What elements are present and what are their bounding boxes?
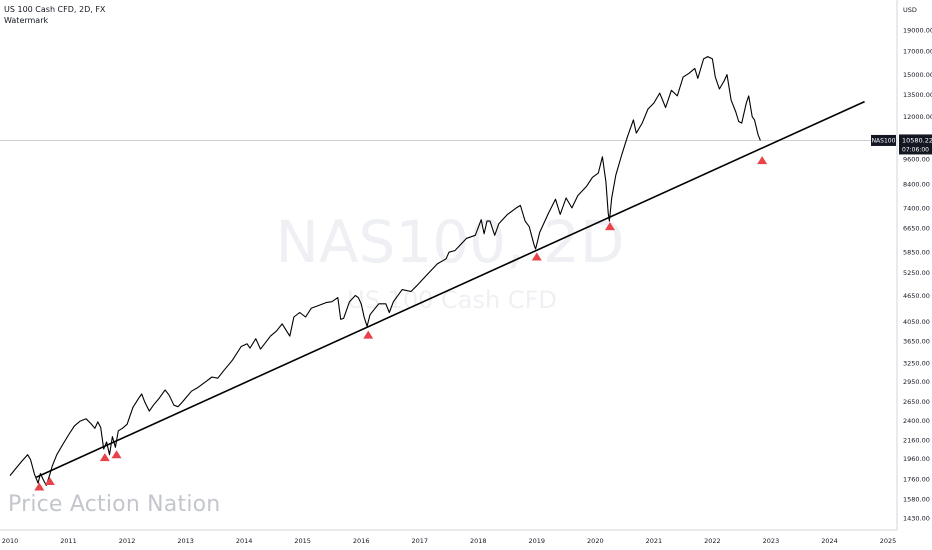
price-tick-label: 19000.00 bbox=[903, 27, 932, 35]
price-tick-label: 5250.00 bbox=[903, 269, 930, 277]
watermark-description: US 100 Cash CFD bbox=[347, 286, 557, 314]
support-touch-marker[interactable] bbox=[363, 330, 374, 339]
support-touch-marker[interactable] bbox=[99, 453, 110, 462]
price-tick-label: 6650.00 bbox=[903, 225, 930, 233]
price-tick-label: 4050.00 bbox=[903, 318, 930, 326]
time-tick-label: 2023 bbox=[763, 537, 780, 545]
bar-countdown: 07:06:00 bbox=[902, 146, 929, 153]
time-tick-label: 2014 bbox=[236, 537, 253, 545]
time-tick-label: 2018 bbox=[470, 537, 487, 545]
price-tick-label: 2160.00 bbox=[903, 437, 930, 445]
time-tick-label: 2013 bbox=[177, 537, 194, 545]
price-tick-label: 8400.00 bbox=[903, 180, 930, 188]
current-price-tag: 10580.22 bbox=[902, 136, 932, 144]
time-tick-label: 2021 bbox=[646, 537, 663, 545]
time-tick-label: 2010 bbox=[2, 537, 19, 545]
symbol-tag: NAS100 bbox=[872, 138, 896, 145]
support-touch-marker[interactable] bbox=[757, 156, 768, 165]
time-tick-label: 2020 bbox=[587, 537, 604, 545]
branding-text: Price Action Nation bbox=[8, 492, 221, 517]
price-tick-label: 13500.00 bbox=[903, 91, 932, 99]
price-tick-label: 15000.00 bbox=[903, 71, 932, 79]
support-touch-marker[interactable] bbox=[604, 222, 615, 231]
price-tag-bg[interactable] bbox=[899, 134, 932, 155]
price-tick-label: 17000.00 bbox=[903, 47, 932, 55]
support-touch-marker[interactable] bbox=[531, 252, 542, 261]
time-tick-label: 2012 bbox=[119, 537, 136, 545]
time-tick-label: 2025 bbox=[880, 537, 897, 545]
price-tick-label: 1960.00 bbox=[903, 455, 930, 463]
time-tick-label: 2016 bbox=[353, 537, 370, 545]
price-tick-label: 5850.00 bbox=[903, 249, 930, 257]
price-tick-label: 2650.00 bbox=[903, 398, 930, 406]
price-tick-label: 3250.00 bbox=[903, 360, 930, 368]
price-tick-label: 2400.00 bbox=[903, 417, 930, 425]
time-tick-label: 2011 bbox=[60, 537, 77, 545]
price-tick-label: 3650.00 bbox=[903, 338, 930, 346]
support-touch-marker[interactable] bbox=[44, 476, 55, 485]
symbol-tag-bg bbox=[871, 134, 896, 146]
indicator-label[interactable]: Watermark bbox=[4, 16, 49, 25]
watermark-symbol: NAS100, 2D bbox=[275, 208, 624, 276]
price-tick-label: 1580.00 bbox=[903, 496, 930, 504]
price-axis-currency: USD bbox=[903, 6, 917, 14]
price-series-line[interactable] bbox=[9, 56, 761, 486]
price-tick-label: 4650.00 bbox=[903, 292, 930, 300]
support-touch-marker[interactable] bbox=[111, 450, 122, 459]
time-tick-label: 2019 bbox=[529, 537, 546, 545]
price-tick-label: 12000.00 bbox=[903, 113, 932, 121]
time-tick-label: 2024 bbox=[821, 537, 838, 545]
time-tick-label: 2017 bbox=[411, 537, 428, 545]
price-tick-label: 7400.00 bbox=[903, 204, 930, 212]
price-tick-label: 2950.00 bbox=[903, 378, 930, 386]
support-trendline[interactable] bbox=[36, 100, 865, 478]
price-tick-label: 1430.00 bbox=[903, 515, 930, 523]
time-tick-label: 2022 bbox=[704, 537, 721, 545]
symbol-title[interactable]: US 100 Cash CFD, 2D, FX bbox=[4, 5, 106, 14]
support-touch-marker[interactable] bbox=[34, 482, 45, 491]
price-tick-label: 9600.00 bbox=[903, 155, 930, 163]
time-tick-label: 2015 bbox=[294, 537, 311, 545]
price-tick-label: 1760.00 bbox=[903, 475, 930, 483]
